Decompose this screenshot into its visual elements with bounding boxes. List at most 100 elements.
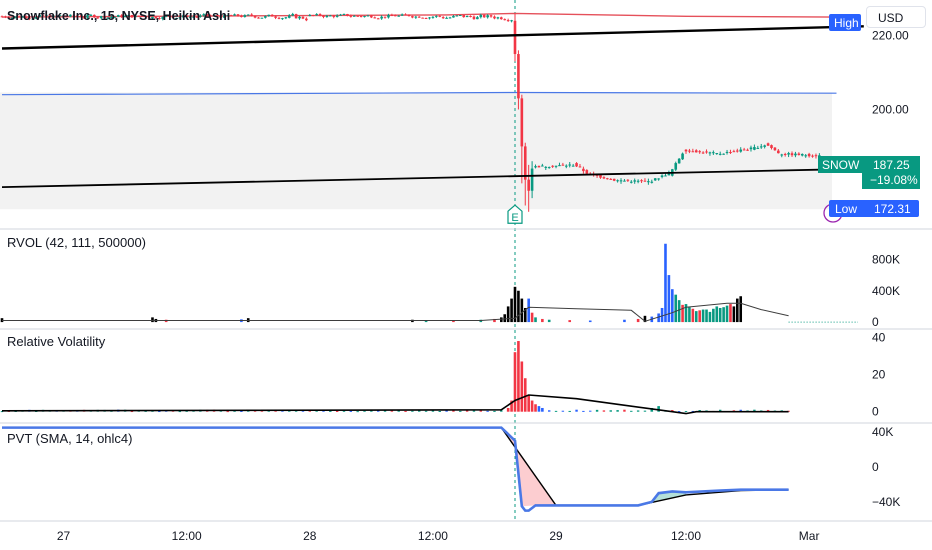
relvol-bar [575,409,578,412]
rvol-bar [681,304,684,323]
low-tag-box [829,200,919,217]
relvol-bar [486,410,489,412]
rvol-pane[interactable] [0,243,858,323]
candle [318,14,322,16]
candle [493,16,496,19]
candle [267,14,271,17]
relvol-bar [677,411,681,413]
price-tag-box [862,156,920,189]
relvol-bar [0,411,4,413]
candle [322,15,325,18]
relvol-bar [329,410,332,412]
relvol-bar [623,409,626,412]
candle [134,15,137,18]
candle [718,153,722,155]
relvol-bar [616,410,619,412]
candle [387,15,390,18]
relvol-bar [534,404,537,412]
candle [544,166,548,168]
y-tick-label: 0 [872,460,879,474]
candle [500,17,503,20]
low-tag-label: Low [835,202,857,216]
relvol-bar [452,409,455,412]
candle [58,15,62,17]
rvol-bar [530,312,534,323]
crash-candle [523,146,527,180]
relvol-bar [684,411,688,413]
relvol-bar [568,410,571,412]
y-tick-label: 40K [872,425,893,439]
relvol-bar [240,410,243,412]
time-axis[interactable]: 27 12:00 28 12:00 29 12:00 Mar [57,529,820,543]
relvol-bar [630,410,633,412]
candle [609,178,613,180]
relvol-bar [465,410,469,412]
candle [575,163,578,167]
candle [116,15,120,17]
relvol-bar [523,378,527,412]
candle [99,16,103,18]
relvol-bar [479,410,482,412]
price-pane[interactable]: E [0,0,864,520]
candle [541,165,544,167]
x-tick-label: 28 [303,529,317,543]
relative-volatility-pane[interactable] [0,341,790,415]
candle [482,14,486,18]
relvol-bar [609,410,612,412]
x-tick-label: 12:00 [172,529,202,543]
relvol-bar [301,410,305,412]
candle [110,17,113,19]
relvol-bar [431,410,435,412]
candle [759,146,763,148]
candle [89,14,93,16]
currency-selector[interactable]: USD [866,6,926,28]
resistance-trendline [1,25,864,50]
candle [31,18,35,20]
candle [209,15,212,17]
rvol-title: RVOL (42, 111, 500000) [7,235,146,250]
middle-band-line [1,91,837,96]
candle [250,14,253,16]
x-tick-label: 29 [549,529,563,543]
candle [370,15,373,18]
rvol-bar [677,300,681,323]
pvt-pane[interactable] [2,426,789,512]
candle [96,17,100,19]
candle [725,151,729,153]
candle [281,18,284,20]
rvol-bar [636,318,640,323]
relvol-bar [739,409,742,412]
relvol-bar [342,410,346,412]
rvol-bar [715,306,719,323]
candle [376,18,380,20]
rvol-bar [708,311,712,323]
change-tag: −19.08% [870,173,918,187]
x-tick-label: 27 [57,529,71,543]
candle [223,15,226,18]
relvol-bar [650,407,654,412]
candle [175,17,178,19]
relvol-bar [698,409,701,412]
candle [455,15,459,17]
candle [123,16,127,18]
rvol-average-line [2,302,789,322]
candle [722,153,725,155]
candle [291,14,294,16]
candle [664,175,667,177]
candle [305,18,308,21]
rvol-bar [694,311,698,323]
rvol-bar [500,317,503,323]
candle [315,14,318,16]
relvol-bar [602,410,606,412]
candle [147,17,151,19]
relvol-bar [513,352,517,412]
candle [595,174,599,176]
relvol-bar [787,410,790,412]
candle [226,15,230,17]
candle [616,180,619,182]
candle [561,164,565,166]
range-band [0,92,832,210]
candle [677,158,681,164]
candle [10,17,14,19]
